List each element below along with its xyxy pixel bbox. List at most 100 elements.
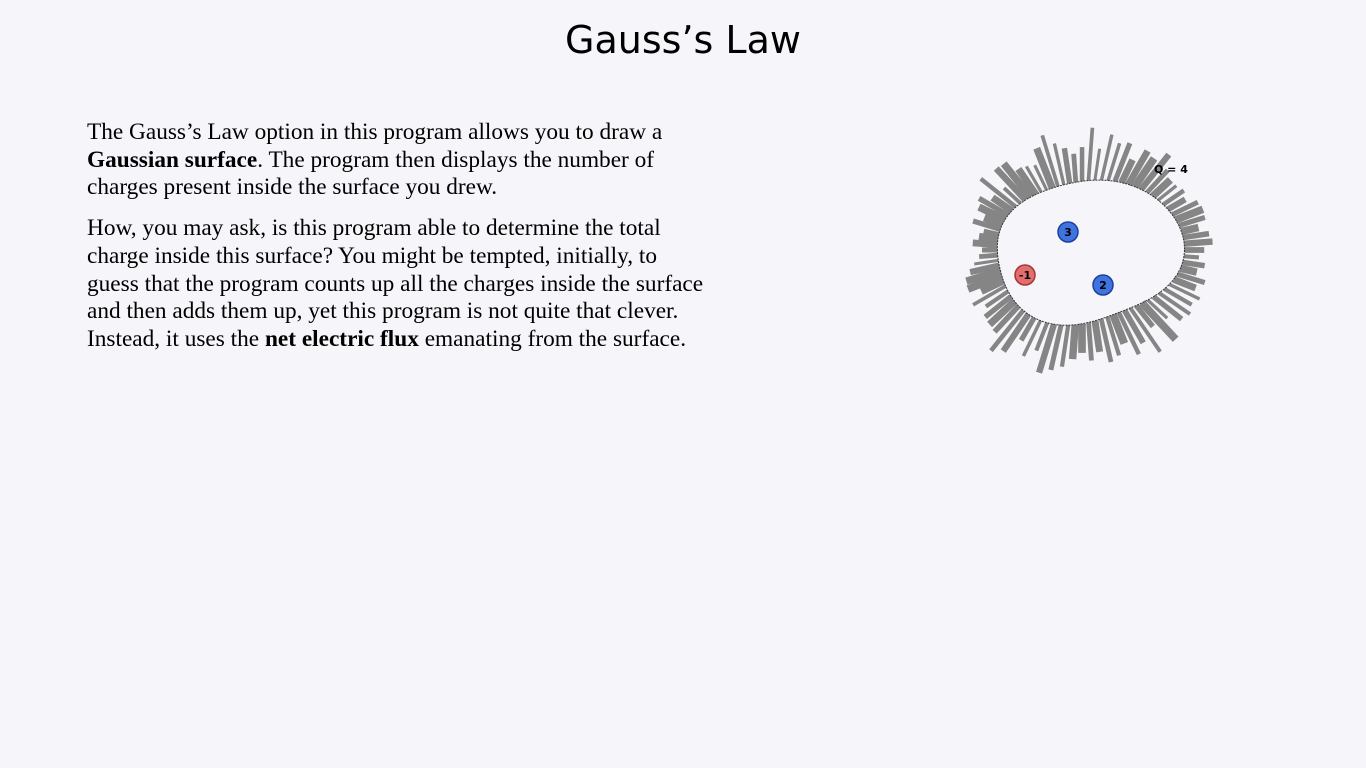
flux-bar: [1091, 320, 1104, 353]
flux-bar: [1174, 205, 1205, 224]
paragraph-flux-text: How, you may ask, is this program able t…: [87, 215, 704, 352]
flux-bar: [1048, 324, 1064, 371]
flux-bar: [1109, 313, 1128, 345]
charge-3-label: 3: [1064, 226, 1072, 239]
body-text: The Gauss’s Law option in this program a…: [87, 119, 707, 367]
flux-bar: [1021, 319, 1043, 357]
flux-bars: [965, 127, 1213, 374]
flux-bar: [1158, 291, 1192, 316]
flux-bar: [1002, 186, 1022, 205]
flux-bar: [1139, 300, 1179, 342]
flux-bar: [993, 166, 1028, 203]
flux-bar: [978, 252, 998, 259]
charge-2-circle: [1092, 274, 1114, 296]
flux-bar: [1166, 196, 1187, 212]
paragraph-flux: How, you may ask, is this program able t…: [87, 215, 707, 354]
flux-bar: [1182, 259, 1206, 269]
paragraph-intro-text: The Gauss’s Law option in this program a…: [87, 119, 663, 145]
flux-bar: [1015, 166, 1039, 197]
flux-bar: [1125, 149, 1151, 187]
paragraph-flux-text-end: emanating from the surface.: [418, 325, 687, 352]
flux-bar: [1106, 142, 1122, 181]
flux-bar: [969, 262, 1000, 276]
slide-title: Gauss’s Law: [565, 18, 801, 62]
flux-bar: [977, 203, 1007, 223]
flux-bar: [1134, 303, 1155, 329]
flux-bar: [1024, 165, 1043, 193]
flux-bar: [1040, 134, 1060, 187]
flux-bar: [1172, 276, 1197, 292]
flux-bar: [1178, 214, 1206, 228]
flux-bar: [1138, 152, 1172, 192]
flux-bar: [1034, 322, 1050, 352]
flux-bar: [965, 267, 1002, 285]
flux-bar: [1000, 161, 1034, 200]
flux-bar: [1061, 147, 1073, 184]
gaussian-surface-term: Gaussian surface: [87, 146, 258, 173]
flux-bar: [1176, 271, 1206, 285]
charge-minus-1: -1: [1014, 264, 1036, 286]
flux-bar: [1157, 184, 1178, 202]
charge-3: 3: [1057, 221, 1079, 243]
gauss-law-figure: 3 -1 2 Q = 4: [940, 98, 1240, 418]
flux-bar: [983, 294, 1013, 319]
flux-bar: [1033, 164, 1049, 191]
flux-bar: [1112, 142, 1133, 183]
flux-bar: [1093, 148, 1102, 181]
flux-bar: [974, 258, 999, 266]
flux-bar: [1146, 298, 1169, 320]
flux-bar: [979, 177, 1018, 209]
flux-bar: [1180, 223, 1200, 236]
flux-bar: [1121, 308, 1146, 345]
flux-bar: [982, 247, 998, 253]
flux-bar: [1179, 264, 1198, 276]
flux-bar: [1183, 254, 1200, 260]
flux-bar: [1098, 318, 1114, 363]
flux-bar: [1105, 316, 1122, 357]
flux-bar: [987, 298, 1017, 328]
flux-bar: [992, 304, 1021, 334]
flux-bar: [1162, 188, 1186, 207]
flux-bar: [966, 272, 1004, 293]
charge-minus-1-label: -1: [1019, 269, 1031, 282]
flux-bar: [1036, 323, 1057, 374]
gaussian-surface: [996, 179, 1185, 326]
flux-bar: [1171, 199, 1199, 217]
charge-minus-1-circle: [1014, 264, 1036, 286]
flux-bar: [1184, 247, 1205, 253]
flux-bar: [1071, 153, 1079, 183]
flux-bar: [1000, 312, 1031, 353]
flux-bar: [1118, 158, 1136, 185]
gauss-law-diagram: 3 -1 2 Q = 4: [965, 127, 1213, 374]
paragraph-intro: The Gauss’s Law option in this program a…: [87, 119, 707, 202]
charge-3-circle: [1057, 221, 1079, 243]
flux-bar: [989, 308, 1025, 353]
flux-bar: [1086, 322, 1094, 361]
flux-bar: [1183, 238, 1213, 247]
flux-bar: [972, 284, 1007, 307]
flux-bar: [1099, 134, 1114, 181]
flux-bar: [1086, 127, 1095, 181]
flux-bar: [1128, 306, 1162, 353]
flux-bar: [979, 277, 1006, 295]
flux-bar: [1078, 323, 1086, 353]
paragraph-intro-text-end: . The program then displays the number o…: [87, 146, 655, 201]
flux-bar: [1052, 143, 1066, 186]
flux-bar: [1116, 311, 1141, 356]
flux-bar: [1059, 324, 1071, 368]
flux-bar: [1033, 146, 1056, 190]
net-electric-flux-term: net electric flux: [264, 325, 419, 352]
flux-bar: [972, 218, 1002, 232]
flux-bar: [1151, 294, 1184, 322]
charge-2-label: 2: [1099, 279, 1107, 292]
flux-bar: [982, 213, 1004, 229]
flux-bar: [1168, 282, 1201, 301]
flux-bar: [1079, 147, 1085, 182]
flux-bar: [1068, 324, 1079, 360]
flux-bar: [983, 228, 1000, 237]
flux-bar: [1163, 287, 1193, 307]
flux-bar: [977, 196, 1010, 218]
total-charge-label: Q = 4: [1154, 163, 1188, 176]
flux-bar: [990, 194, 1014, 214]
flux-bar: [984, 289, 1010, 309]
